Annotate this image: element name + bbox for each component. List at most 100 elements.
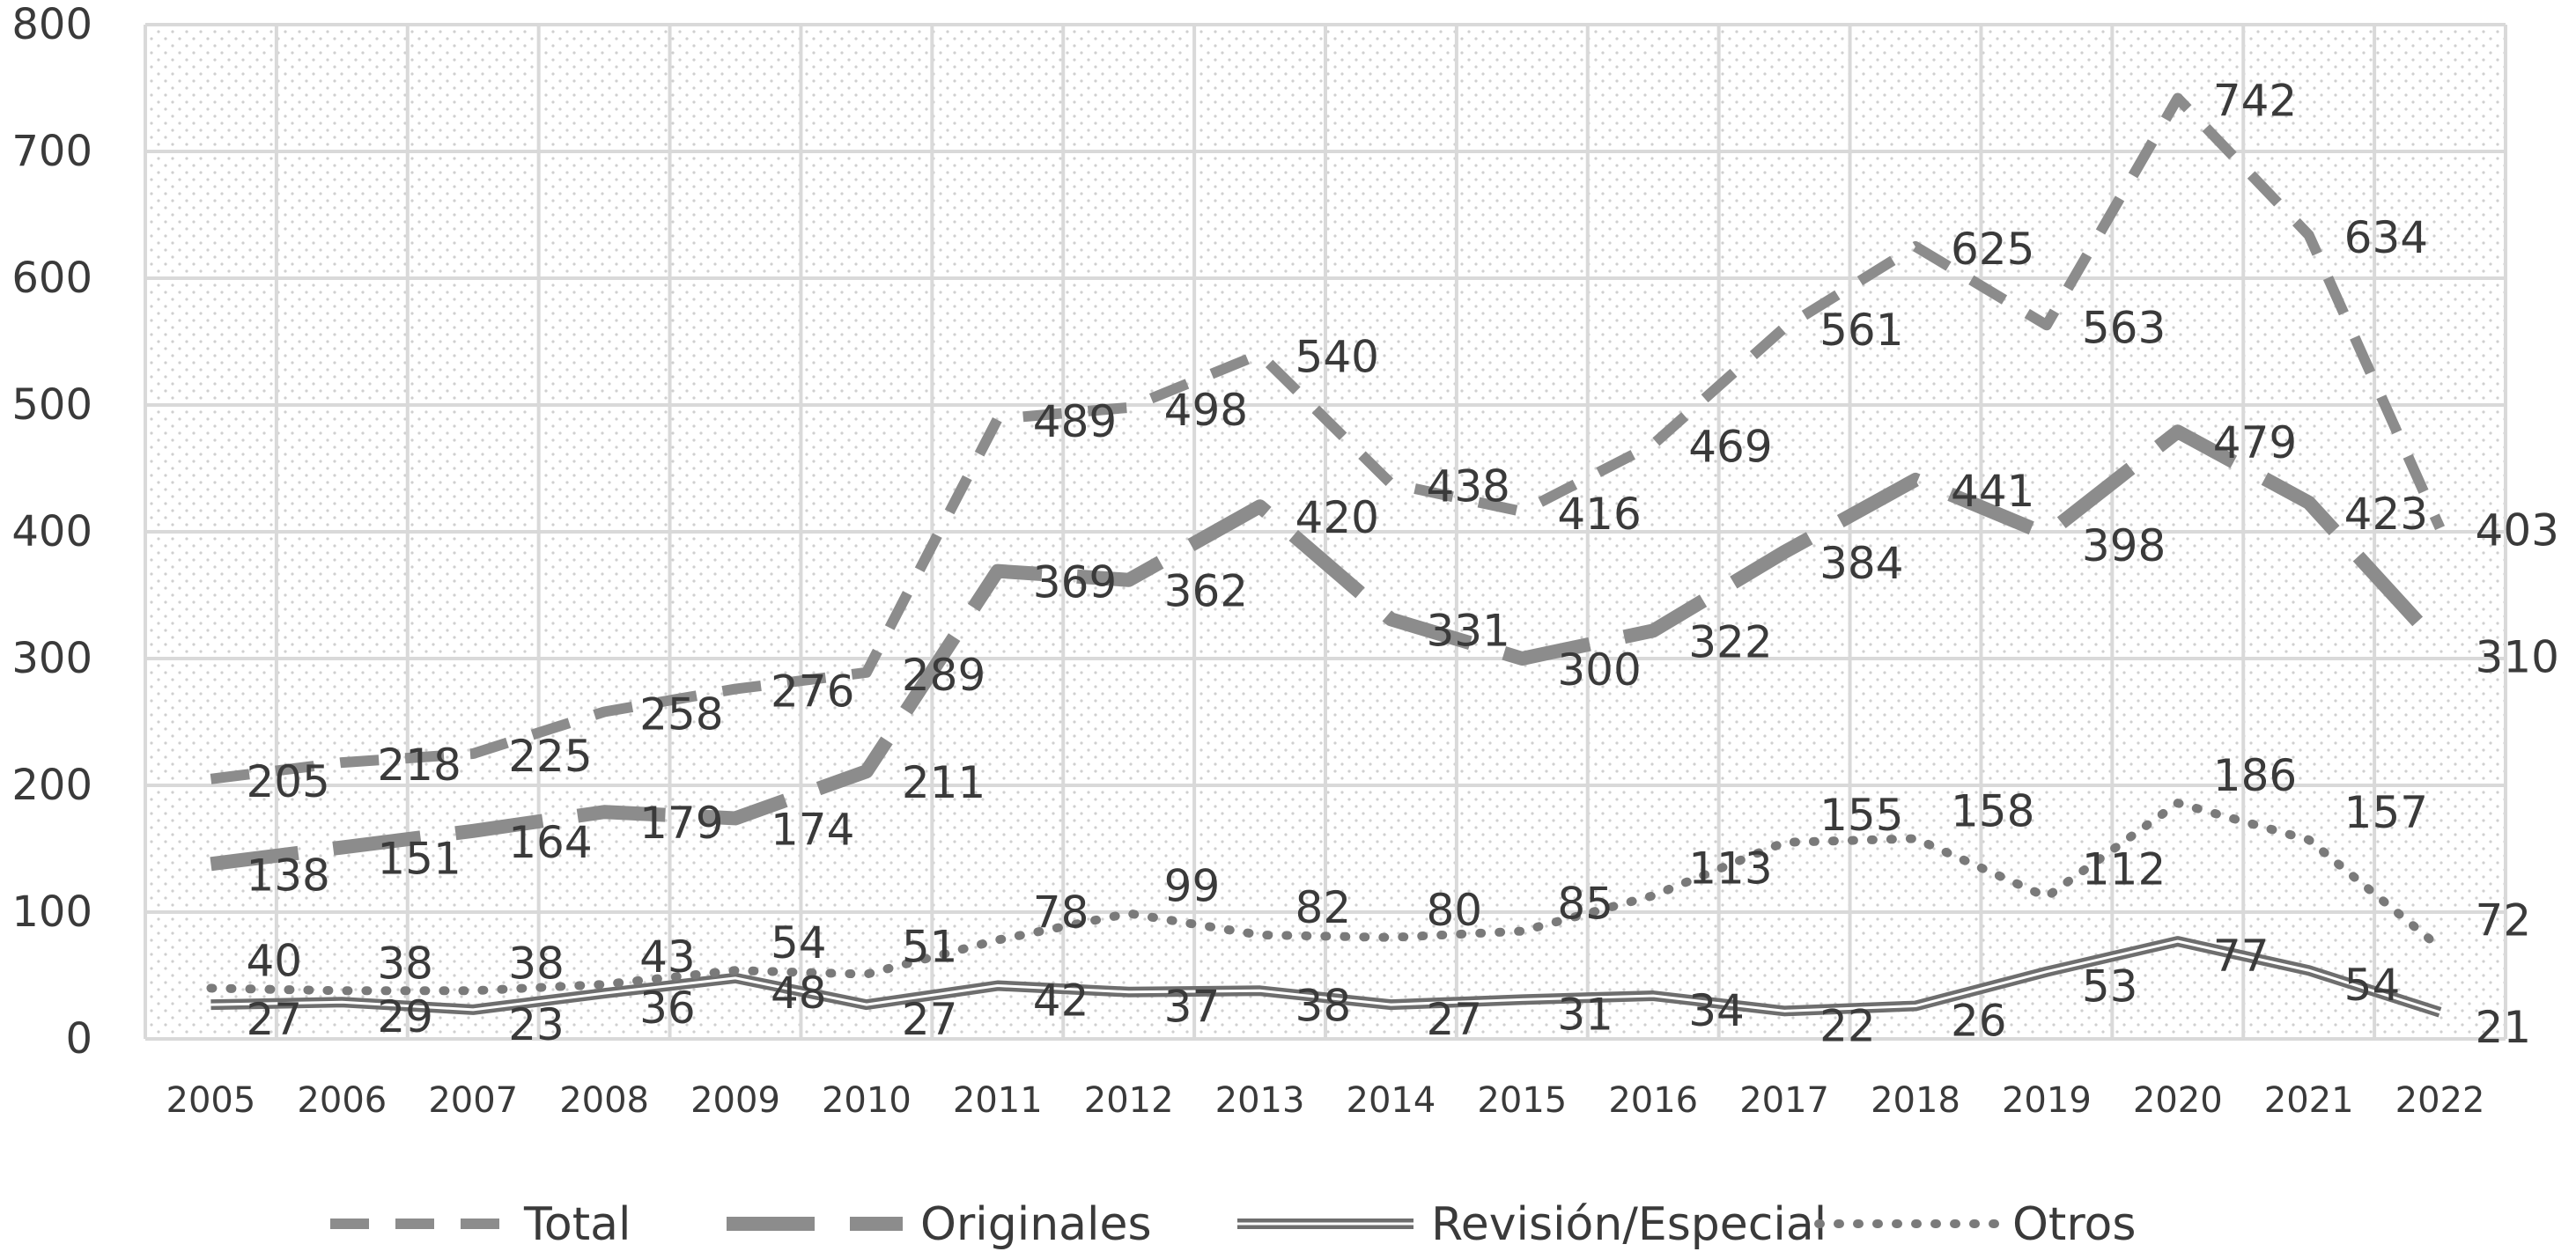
data-label-otros: 80 [1426,885,1482,936]
data-label-originales: 151 [377,834,461,885]
data-label-otros: 155 [1819,790,1903,841]
data-label-total: 498 [1164,385,1248,436]
data-label-originales: 331 [1426,605,1509,656]
data-label-originales: 310 [2476,632,2559,683]
x-tick-label: 2013 [1215,1080,1305,1121]
x-tick-label: 2018 [1871,1080,1960,1121]
data-label-otros: 186 [2213,750,2297,801]
data-label-total: 561 [1819,305,1903,356]
data-label-originales: 164 [508,817,592,868]
data-label-originales: 179 [639,798,723,849]
data-label-total: 289 [902,650,985,701]
data-label-otros: 51 [902,922,958,973]
data-label-revisi-n-especial: 54 [2344,960,2401,1011]
data-labels: 205 218 225 258 276 289 489 498 540 438 416 469 561 6… [246,76,2559,1053]
series-line-otros [206,799,2445,996]
data-label-revisi-n-especial: 21 [2476,1002,2532,1053]
grid-lines [144,23,2507,1041]
data-label-originales: 174 [771,804,854,855]
data-label-originales: 362 [1164,566,1248,617]
data-label-revisi-n-especial: 29 [377,991,433,1042]
y-tick-label: 100 [11,887,92,937]
data-label-originales: 300 [1557,644,1641,696]
y-tick-label: 500 [11,380,92,430]
data-label-originales: 441 [1951,466,2034,517]
x-tick-label: 2021 [2264,1080,2354,1121]
data-label-total: 258 [639,688,723,740]
data-label-otros: 54 [771,917,827,968]
data-label-otros: 113 [1688,843,1772,894]
x-tick-label: 2019 [2002,1080,2092,1121]
x-tick-label: 2006 [297,1080,387,1121]
data-label-revisi-n-especial: 34 [1688,985,1745,1036]
data-label-total: 438 [1426,460,1509,512]
data-label-otros: 38 [377,938,433,989]
data-label-otros: 72 [2476,895,2532,946]
y-tick-label: 600 [11,254,92,303]
data-label-revisi-n-especial: 31 [1557,989,1613,1040]
series-lines [206,92,2446,1018]
x-tick-label: 2012 [1084,1080,1174,1121]
data-label-total: 403 [2476,505,2559,556]
legend-label-revisi-n-especial: Revisión/Especial [1431,1198,1827,1251]
data-label-revisi-n-especial: 38 [1295,980,1352,1031]
x-tick-label: 2005 [166,1080,256,1121]
data-label-revisi-n-especial: 27 [1426,994,1482,1045]
data-label-total: 540 [1295,331,1379,382]
x-tick-label: 2022 [2395,1080,2485,1121]
series-line-total [210,92,2446,784]
legend-label-total: Total [523,1198,631,1251]
data-label-revisi-n-especial: 27 [902,994,958,1045]
x-tick-label: 2020 [2133,1080,2223,1121]
y-axis-ticks: 0 100 200 300 400 500 600 700 800 [11,0,92,1064]
data-label-revisi-n-especial: 26 [1951,996,2007,1047]
data-label-total: 416 [1557,489,1641,540]
data-label-total: 469 [1688,422,1772,473]
data-label-originales: 423 [2344,489,2428,540]
data-label-revisi-n-especial: 22 [1819,1000,1876,1051]
data-label-total: 276 [771,666,854,718]
data-label-originales: 398 [2082,520,2166,571]
series-line-revisi-n-especial-inner [210,939,2441,1014]
data-label-otros: 157 [2344,787,2428,838]
data-label-total: 225 [508,731,592,782]
data-label-revisi-n-especial: 42 [1033,976,1089,1027]
data-label-revisi-n-especial: 36 [639,983,696,1034]
data-label-revisi-n-especial: 48 [771,968,827,1019]
data-label-revisi-n-especial: 27 [246,994,302,1045]
data-label-otros: 112 [2082,844,2166,895]
data-label-originales: 369 [1033,557,1117,608]
y-tick-label: 200 [11,761,92,810]
x-axis-ticks: 2005 2006 2007 2008 2009 2010 2011 2012 2013 2014… [166,1080,2485,1121]
y-tick-label: 400 [11,507,92,556]
data-label-total: 489 [1033,396,1117,447]
data-label-originales: 138 [246,850,329,901]
x-tick-label: 2008 [559,1080,649,1121]
x-tick-label: 2014 [1347,1080,1436,1121]
x-tick-label: 2016 [1608,1080,1698,1121]
legend-label-originales: Originales [920,1198,1152,1251]
data-label-total: 625 [1951,224,2034,275]
data-label-revisi-n-especial: 23 [508,999,565,1050]
data-label-otros: 158 [1951,785,2034,836]
y-tick-label: 800 [11,0,92,49]
data-label-otros: 78 [1033,887,1089,939]
data-label-otros: 43 [639,931,696,983]
x-tick-label: 2017 [1739,1080,1829,1121]
data-label-originales: 479 [2213,417,2297,468]
data-label-total: 205 [246,756,329,807]
data-label-revisi-n-especial: 77 [2213,931,2270,982]
legend-label-otros: Otros [2012,1198,2136,1251]
y-tick-label: 0 [65,1014,92,1064]
legend: Total Originales Revisión/Especial Otros [330,1198,2136,1251]
data-label-total: 634 [2344,212,2428,263]
y-tick-label: 700 [11,127,92,176]
data-label-otros: 99 [1164,860,1221,911]
data-label-total: 218 [377,740,461,791]
data-label-revisi-n-especial: 37 [1164,982,1221,1033]
data-label-originales: 322 [1688,616,1772,667]
x-tick-label: 2007 [428,1080,518,1121]
data-label-originales: 420 [1295,492,1379,543]
data-label-otros: 85 [1557,879,1613,930]
